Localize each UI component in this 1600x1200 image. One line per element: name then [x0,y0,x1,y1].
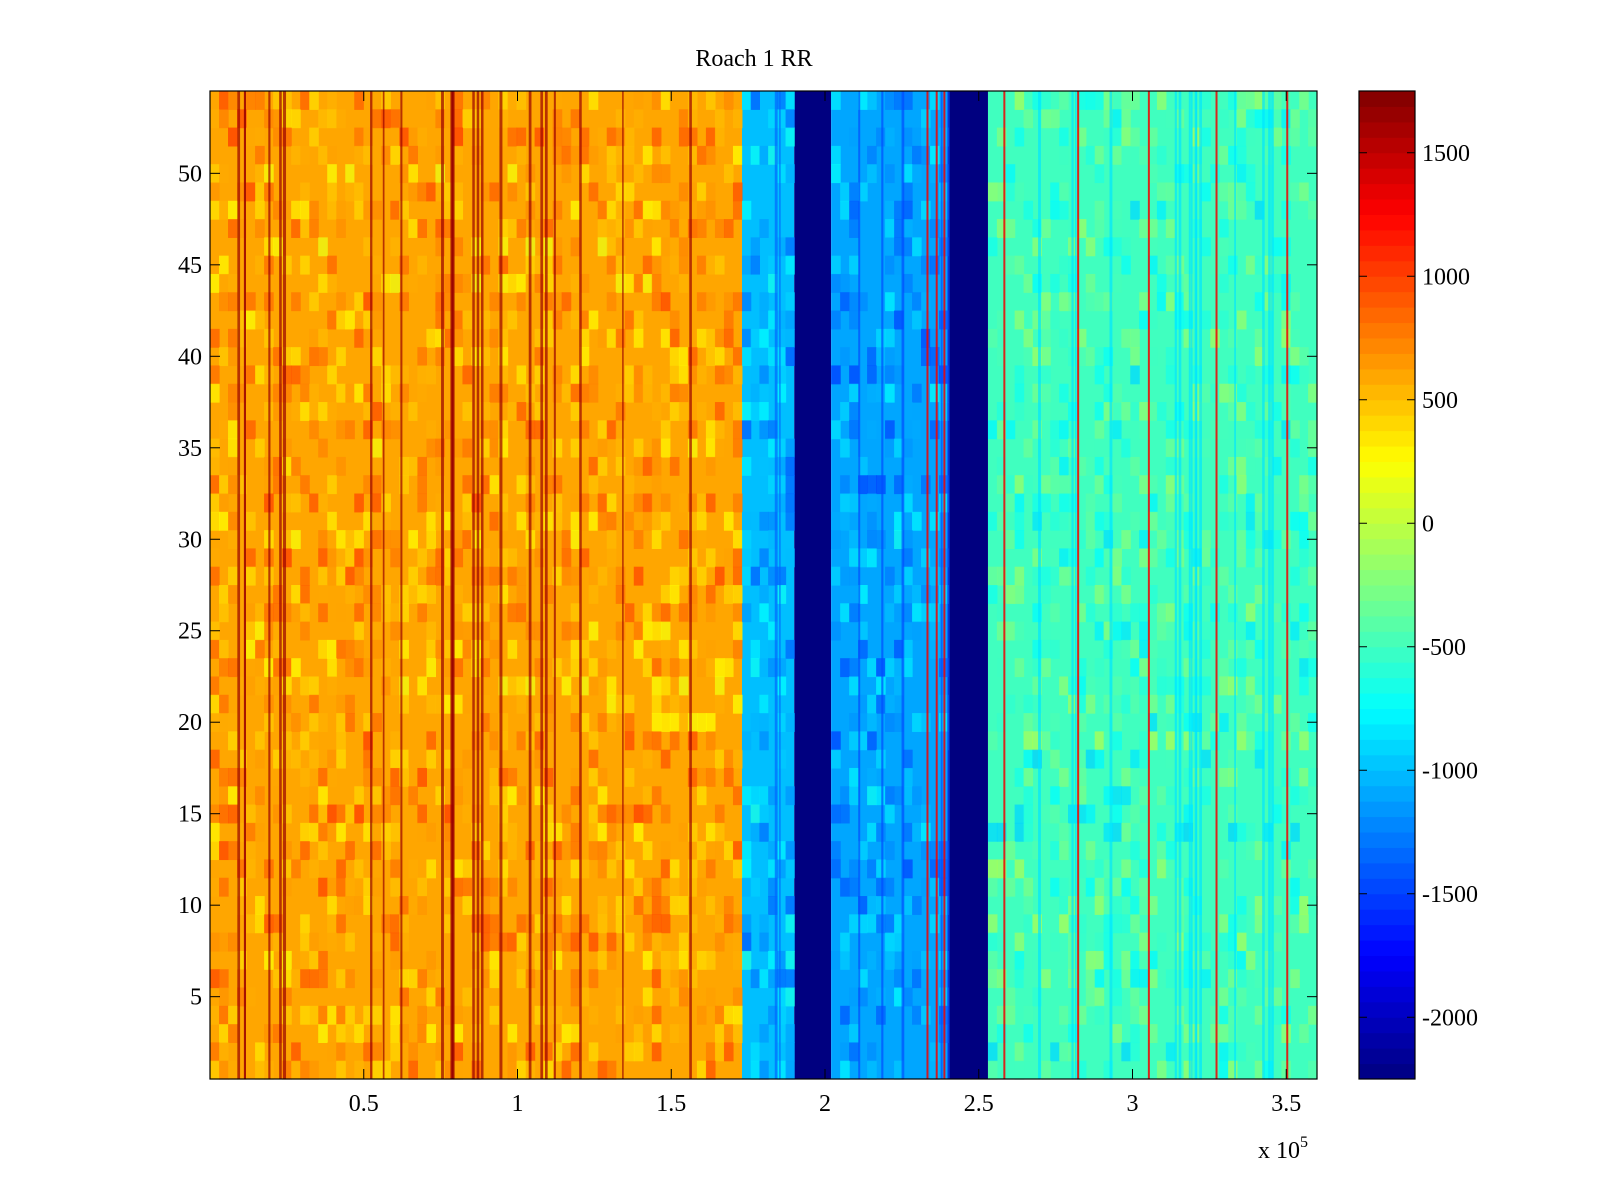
y-tick-label: 35 [178,436,202,462]
x-tick-label: 2.5 [964,1091,994,1117]
x-multiplier-label: x 105 [1258,1134,1308,1164]
colorbar-tick-label: -1500 [1422,882,1478,908]
colorbar-tick-label: 1500 [1422,141,1470,167]
y-tick-label: 10 [178,893,202,919]
y-tick-label: 50 [178,161,202,187]
x-tick-label: 2 [819,1091,831,1117]
x-tick-label: 3.5 [1271,1091,1301,1117]
colorbar-tick-label: 500 [1422,388,1458,414]
heatmap-region-2 [794,91,832,1079]
x-tick-label: 1.5 [656,1091,686,1117]
colorbar-tick-label: -2000 [1422,1005,1478,1031]
y-tick-label: 30 [178,527,202,553]
x-tick-label: 1 [512,1091,524,1117]
colorbar-tick-label: 0 [1422,511,1434,537]
y-tick-label: 25 [178,619,202,645]
colorbar-frame [1358,90,1416,1080]
x-tick-label: 3 [1127,1091,1139,1117]
y-tick-label: 20 [178,710,202,736]
colorbar-axis: -2000 -1500 -1000 -500 0 500 1000 1500 [1359,141,1478,1031]
y-tick-label: 15 [178,802,202,828]
y-tick-label: 45 [178,253,202,279]
heatmap-texture [210,91,1318,1080]
colorbar [1359,91,1415,1080]
y-tick-label: 5 [190,985,202,1011]
x-axis: 0.5 1 1.5 2 2.5 3 3.5 [349,91,1301,1117]
colorbar-tick-label: -500 [1422,635,1466,661]
x-tick-label: 0.5 [349,1091,379,1117]
colorbar-tick-label: 1000 [1422,264,1470,290]
y-axis: 5 10 15 20 25 30 35 40 45 50 [178,161,1317,1011]
plot-frame [209,90,1318,1080]
chart-title: Roach 1 RR [695,46,812,72]
colorbar-tick-label: -1000 [1422,758,1478,784]
y-tick-label: 40 [178,344,202,370]
heatmap-area [210,91,1318,1080]
heatmap-region-4 [948,91,988,1079]
